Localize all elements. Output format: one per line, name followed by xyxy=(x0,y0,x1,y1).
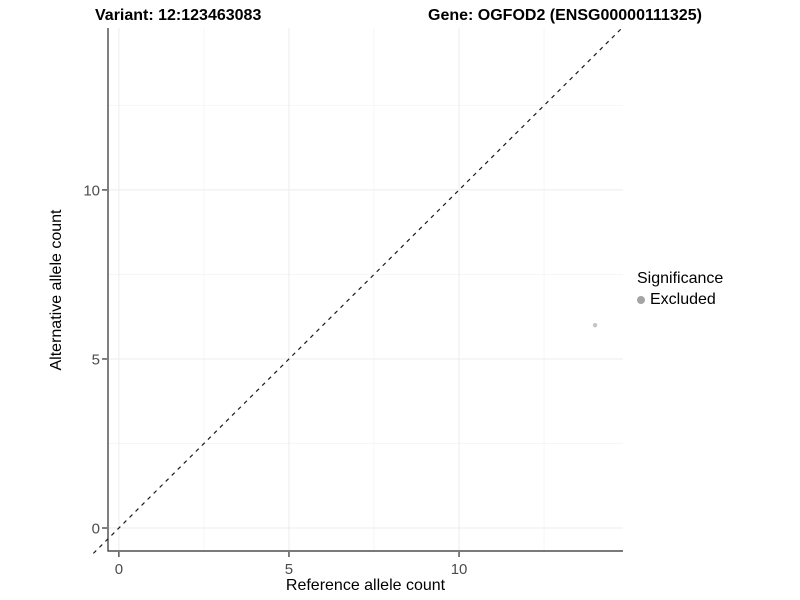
data-point xyxy=(592,322,598,328)
y-tick-label: 10 xyxy=(83,182,100,199)
legend-entry-label: Excluded xyxy=(650,291,716,308)
y-axis-title: Alternative allele count xyxy=(48,209,65,371)
x-tick-label: 10 xyxy=(451,561,468,578)
variant-title: Variant: 12:123463083 xyxy=(95,7,262,24)
y-tick-label: 0 xyxy=(92,521,100,538)
legend-entry-excluded: Excluded xyxy=(637,291,723,309)
legend-point-icon xyxy=(637,296,645,304)
y-tick-label: 5 xyxy=(92,351,100,368)
identity-line xyxy=(92,27,623,554)
x-tick-label: 0 xyxy=(115,561,123,578)
x-axis-title: Reference allele count xyxy=(285,577,446,594)
legend-title: Significance xyxy=(637,270,724,287)
legend: Significance Excluded xyxy=(637,270,723,309)
gene-title: Gene: OGFOD2 (ENSG00000111325) xyxy=(428,7,702,24)
x-tick-label: 5 xyxy=(285,561,293,578)
